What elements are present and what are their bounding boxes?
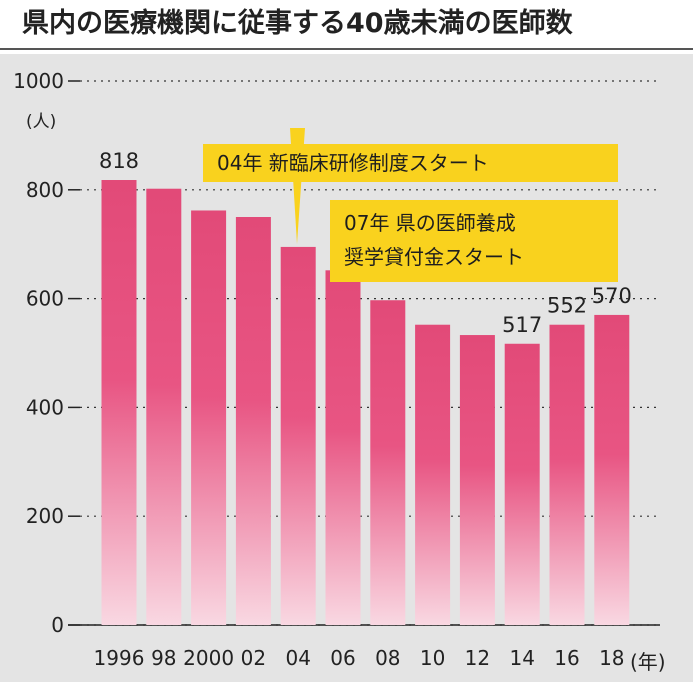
callout-line-1: 07年 県の医師養成: [344, 211, 516, 235]
callout-shogaku-kashitsuke: 07年 県の医師養成 奨学貸付金スタート: [330, 200, 618, 282]
x-tick-label: 08: [375, 646, 400, 670]
chart-panel: 818 517 552 570 0 200 400 600 800 1000 1996 98 200…: [0, 54, 693, 682]
x-tick-label: 12: [465, 646, 490, 670]
data-label: 517: [502, 313, 542, 337]
bars: [101, 180, 630, 626]
bar-2000: [191, 210, 227, 626]
bar-14: [504, 343, 540, 625]
data-label: 818: [99, 149, 139, 173]
bar-02: [235, 217, 271, 625]
x-tick-label: 02: [241, 646, 266, 670]
bar-18: [594, 314, 630, 625]
y-tick-label: 400: [26, 395, 64, 419]
bar-1996: [101, 180, 137, 625]
x-tick-label: 14: [509, 646, 534, 670]
x-tick-label: 10: [420, 646, 445, 670]
data-label: 552: [547, 294, 587, 318]
chart-title: 県内の医療機関に従事する40歳未満の医師数: [22, 8, 573, 39]
bar-06: [325, 270, 361, 625]
callout-rinsho-kenshu: 04年 新臨床研修制度スタート: [203, 144, 618, 182]
x-tick-label: 18: [599, 646, 624, 670]
title-divider: [0, 48, 693, 50]
bar-12: [459, 335, 495, 625]
x-tick-label: 06: [330, 646, 355, 670]
x-axis-unit-label: (年): [630, 650, 666, 674]
x-tick-label: 04: [285, 646, 310, 670]
y-axis-ticks: 0 200 400 600 800 1000: [13, 69, 80, 637]
y-tick-label: 800: [26, 178, 64, 202]
x-tick-label: 2000: [183, 646, 234, 670]
bar-08: [370, 300, 406, 625]
data-label: 570: [592, 284, 632, 308]
y-axis-unit-label: (人): [26, 112, 56, 132]
y-tick-label: 600: [26, 287, 64, 311]
y-tick-label: 0: [51, 613, 64, 637]
bar-16: [549, 324, 585, 625]
bar-98: [146, 188, 182, 625]
y-tick-label: 200: [26, 504, 64, 528]
x-axis-ticks: 1996 98 2000 02 04 06 08 10 12 14 16 18: [94, 646, 625, 670]
bar-10: [415, 324, 451, 625]
x-tick-label: 16: [554, 646, 579, 670]
x-tick-label: 98: [151, 646, 176, 670]
callout-line-2: 奨学貸付金スタート: [344, 245, 524, 269]
y-tick-label: 1000: [13, 69, 64, 93]
x-tick-label: 1996: [94, 646, 145, 670]
bar-04: [280, 246, 316, 626]
